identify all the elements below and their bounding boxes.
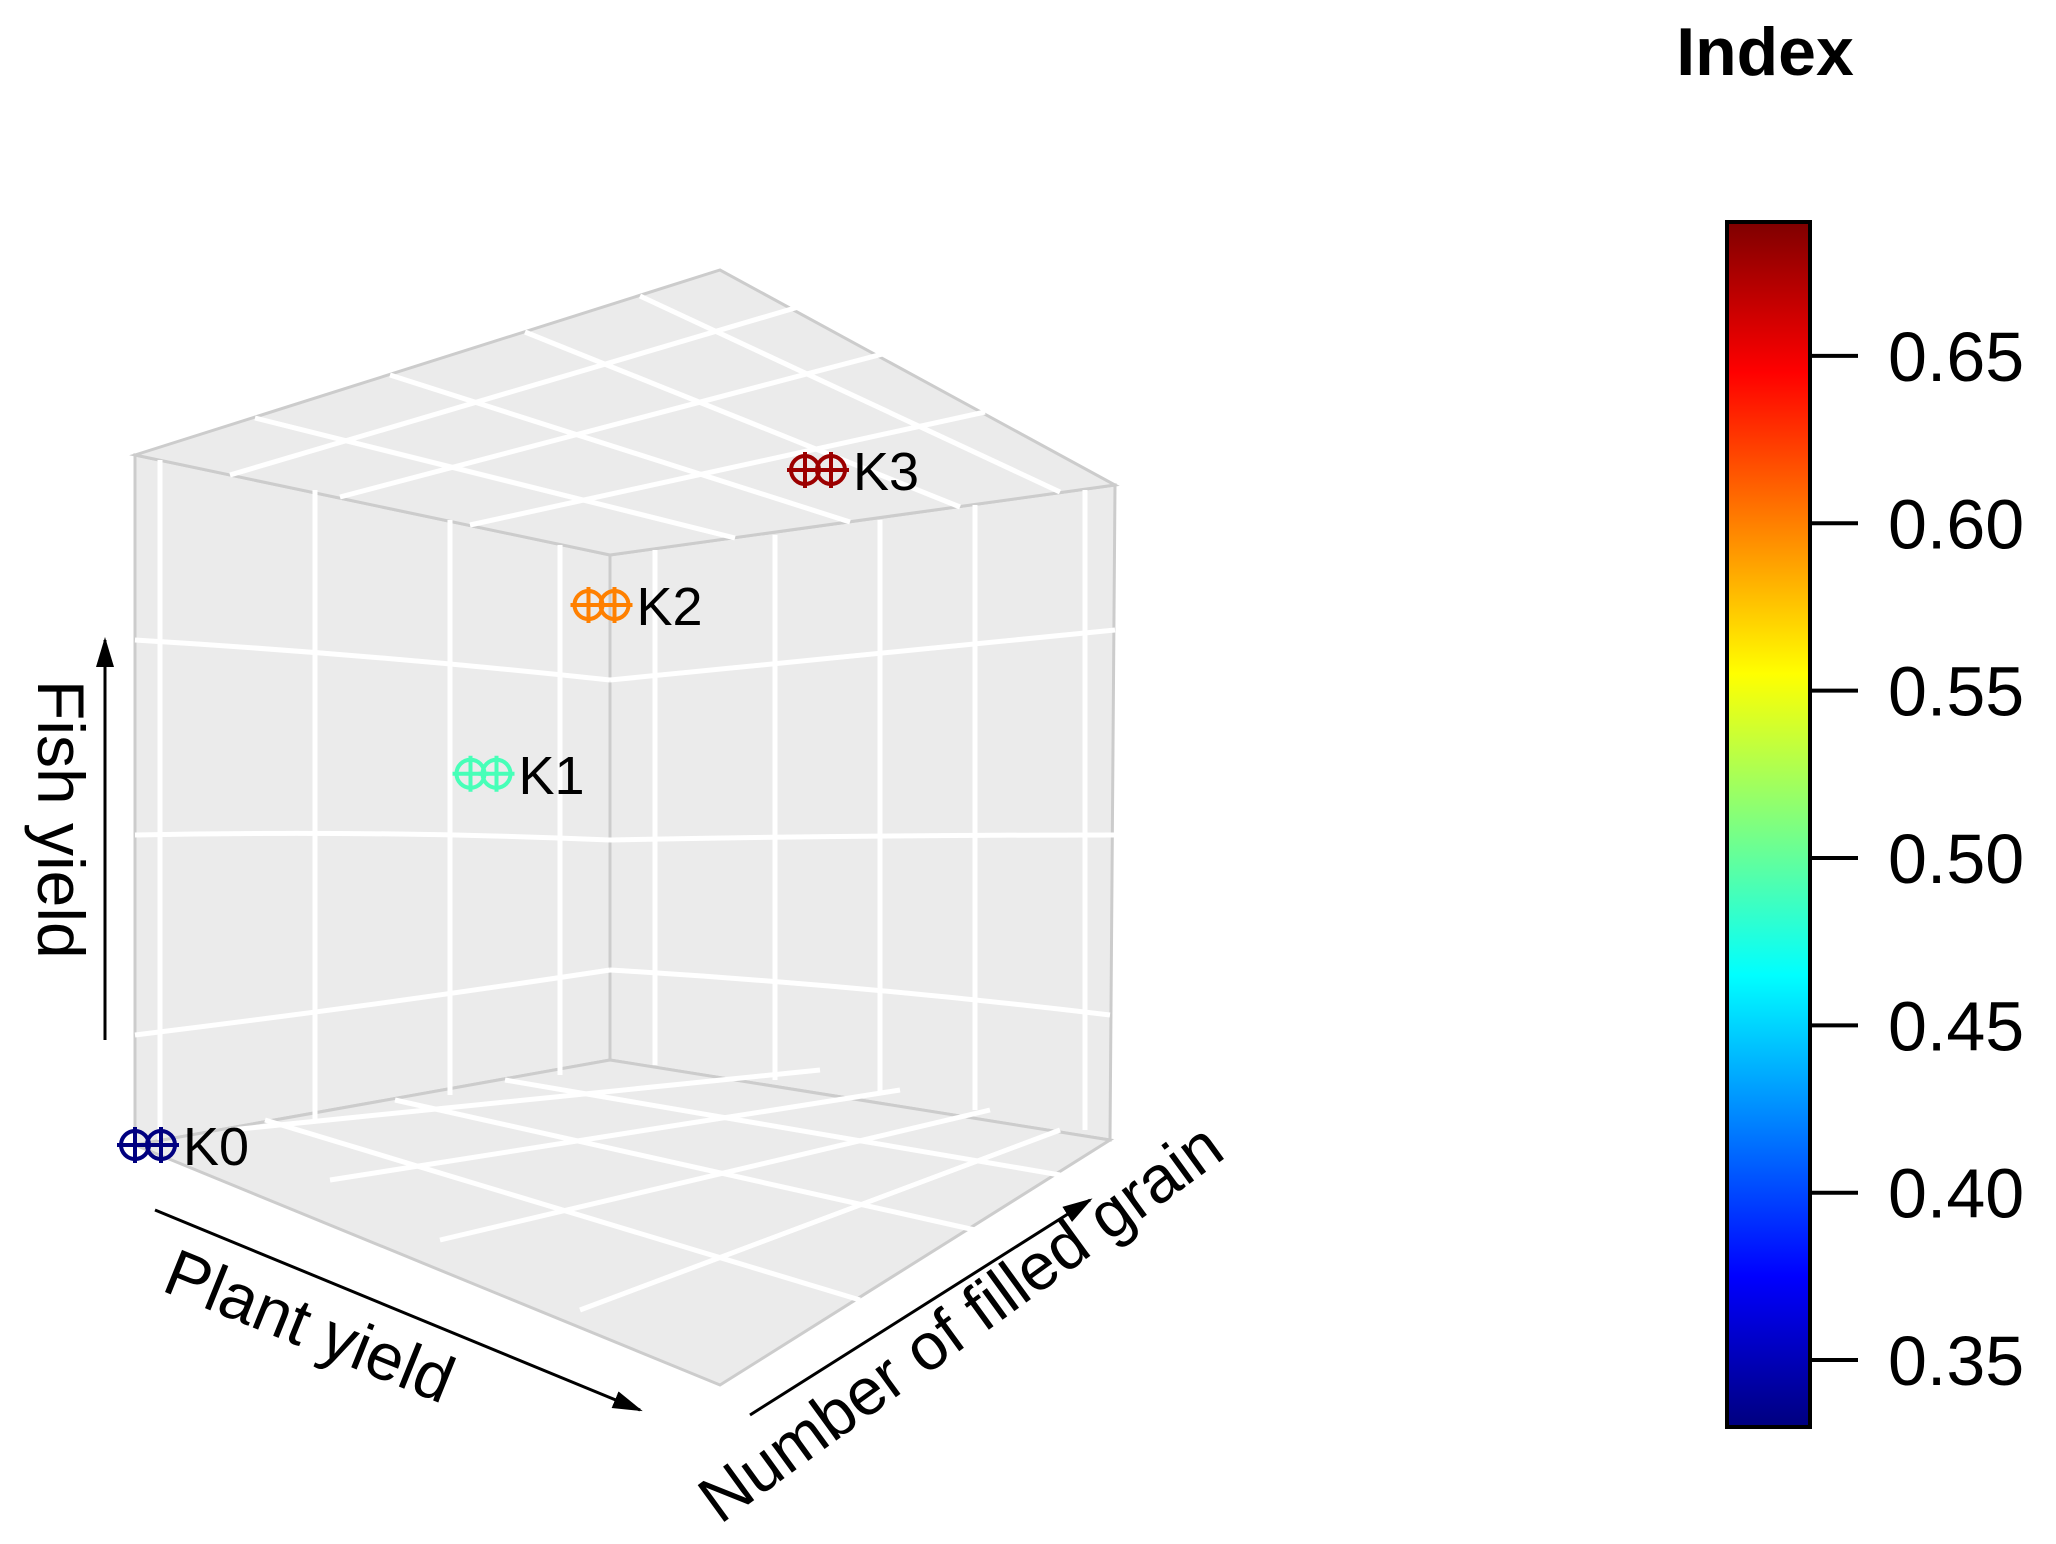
data-point-k2: K2 — [570, 577, 703, 637]
point-crosshair — [813, 452, 849, 488]
data-point-k1: K1 — [452, 746, 585, 806]
colorbar: Index 0.35 0.40 0.45 0.50 0.55 0.60 0.65 — [1676, 14, 2024, 1429]
colorbar-gradient — [1725, 220, 1812, 1429]
colorbar-tick-label: 0.50 — [1888, 820, 2024, 898]
point-label-k0: K0 — [183, 1117, 249, 1177]
y-axis-arrow — [749, 1198, 1093, 1417]
z-axis-title: Fish yield — [24, 680, 98, 959]
colorbar-tick-label: 0.40 — [1888, 1155, 2024, 1233]
x-axis-arrow — [154, 1208, 643, 1412]
data-point-k0: K0 — [117, 1117, 249, 1177]
colorbar-tick-label: 0.35 — [1888, 1322, 2024, 1400]
point-crosshair — [596, 587, 633, 623]
cube-panels — [129, 268, 1120, 1387]
colorbar-title: Index — [1676, 14, 1854, 90]
data-point-k3: K3 — [787, 442, 919, 502]
point-label-k2: K2 — [637, 577, 703, 637]
colorbar-tick-label: 0.55 — [1888, 653, 2024, 731]
points-layer: K0 K1 K2 K3 — [117, 442, 919, 1177]
colorbar-tick-label: 0.45 — [1888, 987, 2024, 1065]
grid-lines — [134, 293, 1116, 1313]
point-label-k3: K3 — [853, 442, 919, 502]
point-crosshair — [478, 755, 515, 792]
point-crosshair — [143, 1127, 179, 1163]
colorbar-ticks: 0.35 0.40 0.45 0.50 0.55 0.60 0.65 — [1810, 318, 2024, 1400]
point-label-k1: K1 — [519, 746, 585, 806]
colorbar-tick-label: 0.60 — [1888, 485, 2024, 563]
colorbar-tick-label: 0.65 — [1888, 318, 2024, 396]
axis-arrows — [96, 637, 1093, 1417]
